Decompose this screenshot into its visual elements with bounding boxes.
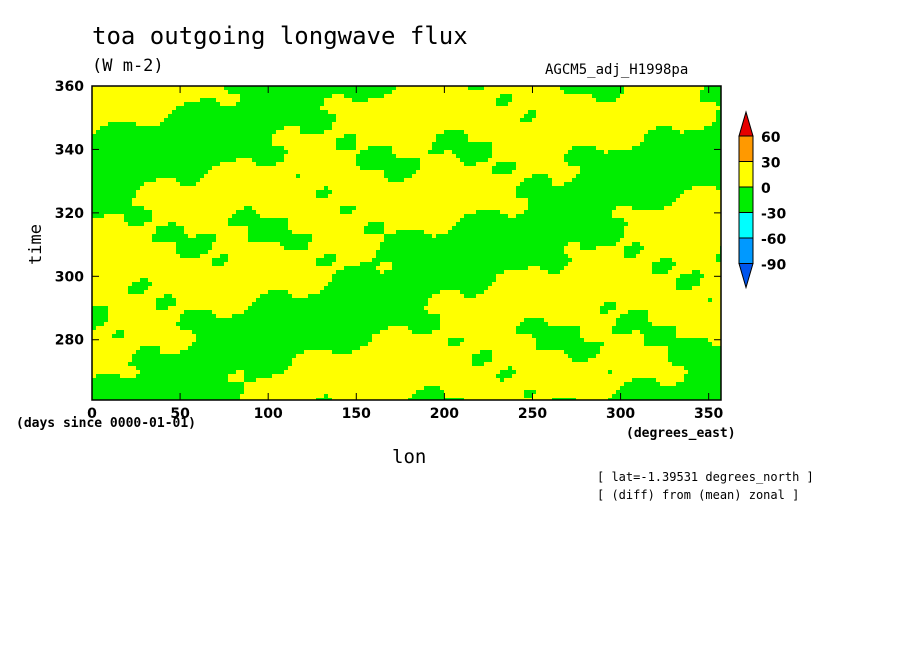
y-tick-label: 300 <box>55 269 84 285</box>
colorbar-segment <box>738 212 754 239</box>
x-tick-label: 250 <box>518 406 547 422</box>
colorbar-bottom-arrow <box>738 263 754 290</box>
colorbar-label: -60 <box>761 232 787 248</box>
chart-title: toa outgoing longwave flux <box>92 22 468 50</box>
colorbar-top-arrow <box>738 110 754 137</box>
plot-frame <box>91 85 722 401</box>
model-name: AGCM5_adj_H1998pa <box>545 62 689 78</box>
y-tick-label: 320 <box>55 206 84 222</box>
colorbar-label: 30 <box>761 156 781 172</box>
colorbar-label: 0 <box>761 181 771 197</box>
colorbar-segment <box>738 161 754 188</box>
x-tick-label: 300 <box>606 406 635 422</box>
x-tick-label: 100 <box>254 406 283 422</box>
chart-units: (W m-2) <box>92 56 164 76</box>
x-tick-label: 150 <box>342 406 371 422</box>
latitude-note: [ lat=-1.39531 degrees_north ] <box>597 470 814 484</box>
colorbar-label: 60 <box>761 130 781 146</box>
x-tick-label: 200 <box>430 406 459 422</box>
y-tick-label: 340 <box>55 142 84 158</box>
x-tick-label: 50 <box>170 406 190 422</box>
colorbar-label: -90 <box>761 258 787 274</box>
colorbar-segment <box>738 135 754 162</box>
y-tick-label: 280 <box>55 333 84 349</box>
colorbar-segment <box>738 186 754 213</box>
x-axis-label: lon <box>392 446 427 468</box>
heatmap-cells <box>92 86 721 400</box>
x-tick-label: 0 <box>87 406 97 422</box>
y-tick-label: 360 <box>55 79 84 95</box>
y-axis-units: (days since 0000-01-01) <box>16 416 197 431</box>
colorbar-label: -30 <box>761 207 787 223</box>
x-axis-units: (degrees_east) <box>626 426 736 441</box>
x-tick-label: 350 <box>694 406 723 422</box>
diff-note: [ (diff) from (mean) zonal ] <box>597 488 800 502</box>
colorbar-segment <box>738 237 754 264</box>
